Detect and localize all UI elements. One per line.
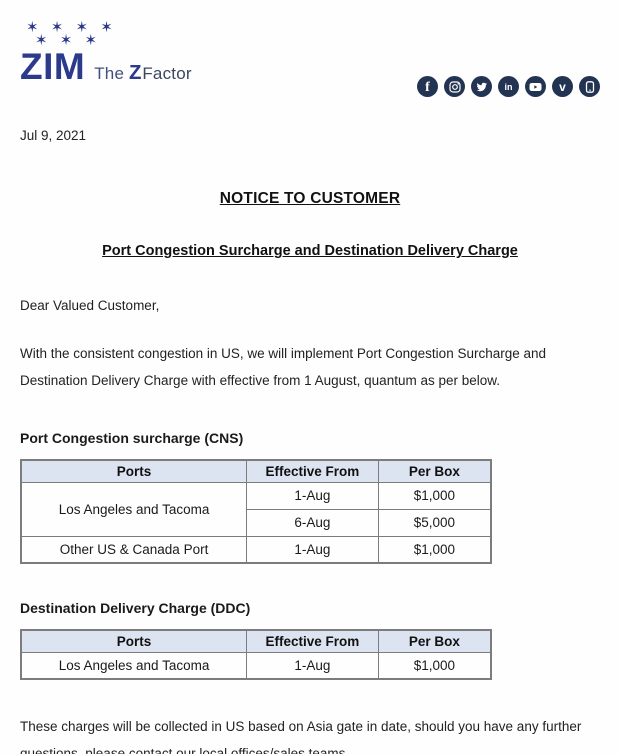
vimeo-icon[interactable]: v	[552, 76, 573, 97]
ddc-heading: Destination Delivery Charge (DDC)	[20, 600, 251, 616]
twitter-icon[interactable]	[471, 76, 492, 97]
table-row: Los Angeles and Tacoma 1-Aug $1,000	[20, 481, 492, 537]
cns-col-perbox: Per Box	[377, 459, 492, 483]
zim-tagline: The Z Factor	[94, 62, 192, 85]
ddc-header-row: Ports Effective From Per Box	[20, 629, 492, 653]
cns-perbox-1: $1,000	[377, 481, 492, 510]
closing-paragraph: These charges will be collected in US ba…	[20, 719, 582, 754]
cns-col-ports: Ports	[20, 459, 248, 483]
zim-wordmark: ZIM	[20, 46, 86, 87]
mobile-app-icon[interactable]	[579, 76, 600, 97]
cns-port-other: Other US & Canada Port	[20, 535, 248, 564]
notice-title: NOTICE TO CUSTOMER	[219, 190, 401, 207]
zim-stars-row1: ✶ ✶ ✶ ✶	[26, 19, 117, 36]
zim-logo[interactable]: ✶ ✶ ✶ ✶ ✶ ✶ ✶ ZIM The Z Factor	[20, 20, 192, 85]
notice-subtitle: Port Congestion Surcharge and Destinatio…	[102, 243, 518, 259]
ddc-perbox: $1,000	[377, 651, 492, 680]
intro-paragraph: With the consistent congestion in US, we…	[20, 346, 547, 388]
cns-effective-3: 1-Aug	[246, 535, 379, 564]
tagline-the: The	[94, 64, 125, 83]
cns-perbox-3: $1,000	[377, 535, 492, 564]
salutation: Dear Valued Customer,	[20, 298, 160, 313]
ddc-port: Los Angeles and Tacoma	[20, 651, 248, 680]
ddc-col-perbox: Per Box	[377, 629, 492, 653]
cns-heading: Port Congestion surcharge (CNS)	[20, 430, 244, 446]
facebook-icon[interactable]: f	[417, 76, 438, 97]
z-factor-icon: Z	[129, 62, 142, 84]
tagline-factor: Factor	[142, 64, 192, 83]
instagram-icon[interactable]	[444, 76, 465, 97]
linkedin-icon[interactable]: in	[498, 76, 519, 97]
table-row: 6-Aug $5,000	[21, 508, 492, 537]
cns-effective-1: 1-Aug	[246, 481, 379, 510]
cns-header-row: Ports Effective From Per Box	[20, 459, 492, 483]
youtube-icon[interactable]	[525, 76, 546, 97]
cns-effective-2: 6-Aug	[246, 508, 379, 537]
cns-perbox-2: $5,000	[377, 508, 492, 537]
ddc-effective: 1-Aug	[246, 651, 379, 680]
zim-stars-row2: ✶ ✶ ✶	[35, 32, 102, 49]
cns-table: Ports Effective From Per Box Los Angeles…	[20, 459, 492, 564]
ddc-col-ports: Ports	[20, 629, 248, 653]
header: ✶ ✶ ✶ ✶ ✶ ✶ ✶ ZIM The Z Factor f	[0, 0, 620, 97]
ddc-table: Ports Effective From Per Box Los Angeles…	[20, 629, 492, 680]
cns-port-la-tacoma: Los Angeles and Tacoma	[20, 481, 248, 537]
ddc-col-effective: Effective From	[246, 629, 379, 653]
notice-date: Jul 9, 2021	[20, 128, 87, 143]
table-row: Other US & Canada Port 1-Aug $1,000	[20, 535, 492, 564]
social-links: f in v	[417, 76, 600, 97]
zim-logo-stars: ✶ ✶ ✶ ✶ ✶ ✶ ✶	[26, 20, 192, 48]
cns-col-effective: Effective From	[246, 459, 379, 483]
table-row: Los Angeles and Tacoma 1-Aug $1,000	[20, 651, 492, 680]
